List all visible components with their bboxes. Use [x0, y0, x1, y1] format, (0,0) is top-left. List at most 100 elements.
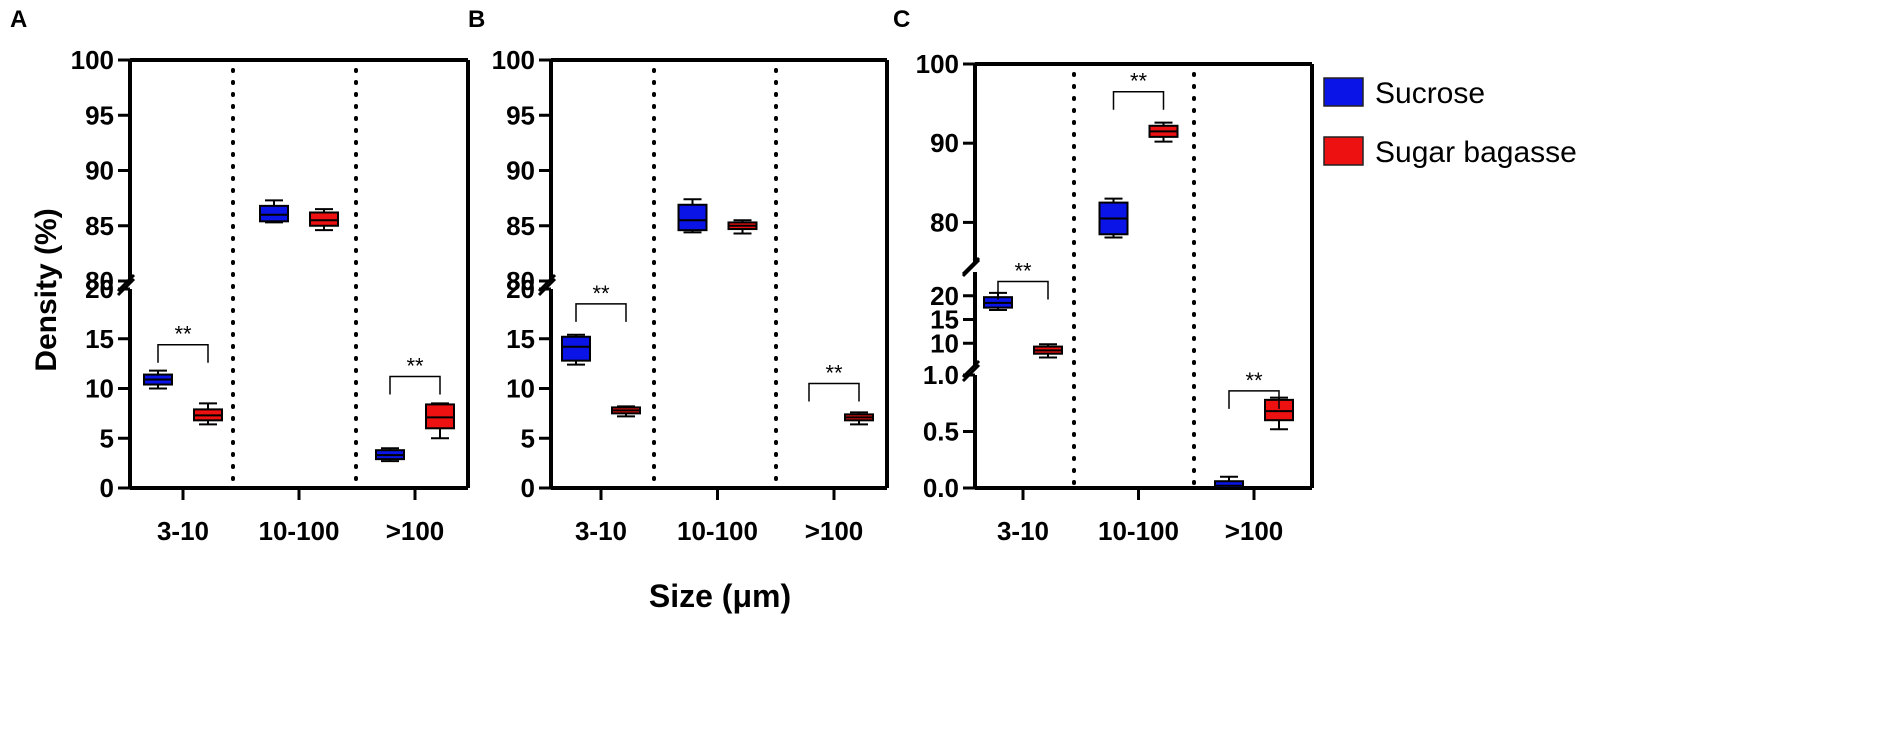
significance-bracket: [575, 303, 627, 322]
box-sugar-bagasse-10-100: [309, 208, 339, 232]
y-tick-label: 20: [930, 281, 959, 311]
box-sucrose->100: [375, 447, 405, 463]
box-sucrose-10-100: [259, 199, 289, 224]
significance-bracket: [808, 382, 860, 402]
y-tick-label: 0.5: [923, 417, 959, 447]
legend: Sucrose Sugar bagasse: [1323, 77, 1577, 169]
y-tick-label: 95: [506, 100, 535, 130]
box-iqr: [1214, 480, 1244, 490]
y-tick-label: 80: [506, 266, 535, 296]
y-tick-label: 0: [100, 473, 114, 503]
box-sucrose-3-10: [561, 333, 591, 366]
panel-letter: A: [10, 6, 27, 33]
significance-label: **: [1130, 69, 1148, 94]
box-sucrose-10-100: [1098, 197, 1129, 239]
y-tick-label: 100: [492, 45, 535, 75]
box-sugar-bagasse-3-10: [193, 402, 223, 426]
y-tick-label: 0: [521, 473, 535, 503]
x-tick-label: 10-100: [677, 516, 758, 546]
axis-break-mark: [961, 363, 981, 383]
significance-label: **: [592, 281, 610, 306]
y-tick-label: 80: [930, 207, 959, 237]
y-tick-label: 80: [85, 266, 114, 296]
box-sugar-bagasse->100: [1264, 396, 1294, 431]
box-iqr: [677, 203, 708, 232]
axis-break-mark: [116, 277, 136, 297]
significance->100: **: [389, 354, 441, 395]
significance-label: **: [1245, 368, 1263, 393]
significance-label: **: [406, 354, 424, 379]
y-tick-label: 100: [916, 49, 959, 79]
significance-label: **: [1014, 259, 1032, 284]
box-iqr: [561, 335, 591, 362]
y-tick-label: 90: [506, 156, 535, 186]
significance-bracket: [157, 343, 209, 363]
axis-break-mark: [961, 258, 981, 278]
legend-swatch: [1323, 136, 1364, 166]
y-tick-label: 90: [85, 156, 114, 186]
significance-3-10: **: [575, 281, 627, 322]
legend-item: Sucrose: [1323, 77, 1485, 110]
significance-3-10: **: [157, 322, 209, 363]
y-tick-label: 5: [100, 423, 114, 453]
x-tick-label: 3-10: [157, 516, 209, 546]
y-tick-label: 90: [930, 128, 959, 158]
y-tick-label: 15: [85, 324, 114, 354]
significance-label: **: [825, 361, 843, 386]
box-sugar-bagasse->100: [844, 411, 874, 426]
y-tick-label: 10: [506, 374, 535, 404]
y-tick-label: 1.0: [923, 360, 959, 390]
x-tick-label: 3-10: [575, 516, 627, 546]
significance-bracket: [997, 280, 1049, 300]
panel-letter: B: [468, 6, 485, 33]
y-axis-label: Density (%): [30, 208, 63, 371]
x-tick-label: 10-100: [259, 516, 340, 546]
box-sucrose-3-10: [143, 369, 173, 390]
y-tick-label: 15: [930, 305, 959, 335]
y-tick-label: 20: [506, 274, 535, 304]
significance-3-10: **: [997, 259, 1049, 300]
x-axis-label: Size (μm): [649, 578, 791, 614]
box-sugar-bagasse-3-10: [611, 405, 641, 418]
x-tick-label: 10-100: [1098, 516, 1179, 546]
x-tick-label: 3-10: [997, 516, 1049, 546]
axis-break-mark: [537, 277, 557, 297]
y-tick-label: 85: [85, 211, 114, 241]
box-sugar-bagasse->100: [425, 402, 455, 440]
legend-label: Sugar bagasse: [1375, 136, 1577, 169]
x-tick-label: >100: [386, 516, 445, 546]
significance->100: **: [808, 361, 860, 402]
y-tick-label: 85: [506, 211, 535, 241]
y-tick-label: 100: [71, 45, 114, 75]
y-tick-label: 5: [521, 423, 535, 453]
y-tick-label: 95: [85, 100, 114, 130]
legend-item: Sugar bagasse: [1323, 136, 1577, 169]
y-tick-label: 10: [85, 374, 114, 404]
x-tick-label: >100: [805, 516, 864, 546]
x-tick-label: >100: [1225, 516, 1284, 546]
panel-letter: C: [893, 6, 910, 33]
box-iqr: [259, 204, 289, 223]
legend-swatch: [1323, 77, 1364, 107]
box-iqr: [309, 211, 339, 227]
significance->100: **: [1228, 368, 1280, 409]
significance-10-100: **: [1112, 69, 1165, 110]
box-sucrose->100: [1214, 475, 1244, 490]
significance-label: **: [174, 322, 192, 347]
legend-label: Sucrose: [1375, 77, 1485, 110]
box-sugar-bagasse-3-10: [1033, 343, 1063, 359]
y-tick-label: 15: [506, 324, 535, 354]
significance-bracket: [1228, 390, 1280, 409]
box-sugar-bagasse-10-100: [1148, 121, 1179, 143]
y-tick-label: 0.0: [923, 473, 959, 503]
box-sucrose-10-100: [677, 198, 708, 234]
box-sugar-bagasse-10-100: [727, 219, 758, 235]
significance-bracket: [1112, 90, 1165, 110]
y-tick-label: 20: [85, 274, 114, 304]
y-tick-label: 10: [930, 328, 959, 358]
